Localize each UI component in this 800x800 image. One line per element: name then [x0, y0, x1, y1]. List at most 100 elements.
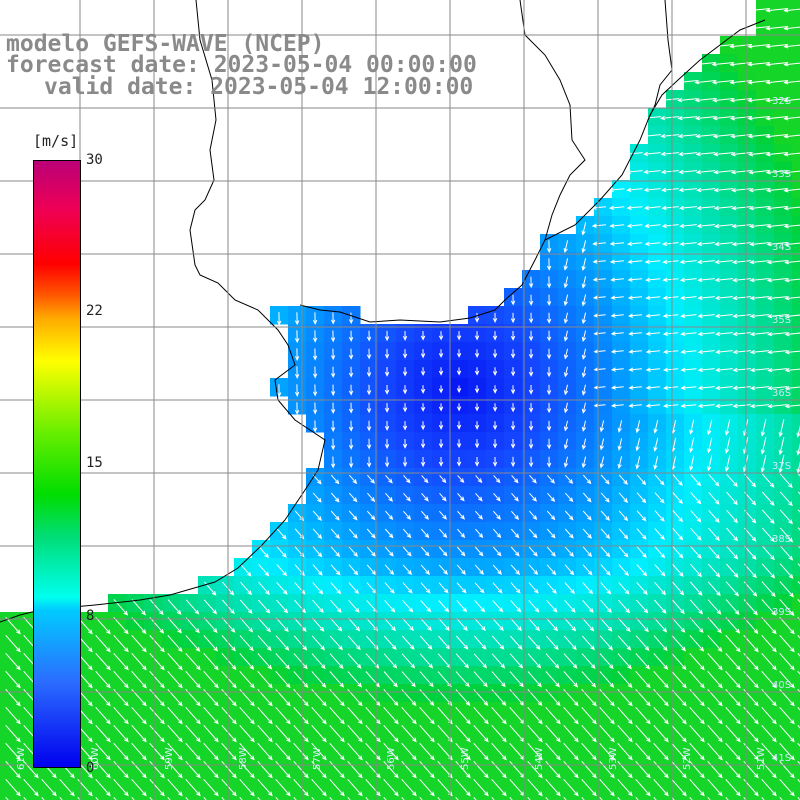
wind-arrow	[563, 258, 569, 271]
wind-arrow	[779, 599, 795, 617]
wind-arrow	[643, 169, 661, 175]
wind-arrow	[715, 403, 733, 409]
wind-arrow	[275, 706, 291, 725]
wind-arrow	[492, 582, 503, 594]
wind-arrow	[618, 564, 629, 577]
wind-arrow	[690, 510, 702, 523]
wind-arrow	[509, 653, 524, 669]
wind-arrow	[59, 778, 75, 797]
wind-arrow	[365, 724, 381, 743]
wind-speed-cell	[486, 792, 505, 800]
wind-arrow	[330, 348, 336, 361]
wind-arrow	[761, 706, 777, 725]
wind-arrow	[113, 778, 129, 797]
wind-arrow	[747, 8, 771, 13]
wind-arrow	[654, 510, 665, 522]
wind-arrow	[41, 778, 57, 797]
wind-speed-cell	[792, 684, 800, 703]
wind-arrow	[439, 510, 447, 520]
wind-speed-cell	[522, 792, 541, 800]
wind-arrow	[707, 742, 723, 761]
wind-arrow	[778, 454, 785, 474]
wind-arrow	[563, 294, 569, 307]
wind-arrow	[311, 653, 326, 670]
wind-arrow	[713, 169, 734, 175]
wind-arrow	[760, 419, 767, 437]
wind-arrow	[275, 760, 291, 779]
wind-arrow	[329, 671, 345, 688]
wind-arrow	[329, 706, 345, 725]
wind-arrow	[563, 366, 569, 378]
wind-arrow	[348, 438, 354, 450]
wind-arrow	[731, 205, 752, 211]
grid-labels: 32S 33S 34S 35S 36S 37S 38S 39S 40S 41S 61W 60W 59W 5…	[16, 96, 791, 770]
wind-arrow	[492, 546, 502, 557]
wind-arrow	[609, 259, 625, 264]
wind-arrow	[529, 474, 537, 484]
wind-arrow	[784, 313, 800, 319]
wind-arrow	[714, 313, 733, 319]
wind-arrow	[403, 492, 411, 502]
longitude-label: 51W	[756, 747, 767, 770]
wind-speed-cell	[378, 792, 397, 800]
wind-speed-cell	[252, 792, 271, 800]
wind-arrow	[438, 564, 448, 575]
wind-arrow	[384, 384, 390, 395]
wind-arrow	[546, 528, 556, 539]
wind-arrow	[766, 241, 788, 247]
wind-arrow	[546, 600, 558, 613]
wind-arrow	[402, 421, 408, 431]
wind-arrow	[383, 671, 398, 688]
wind-arrow	[528, 366, 534, 377]
wind-arrow	[564, 599, 576, 613]
wind-arrow	[420, 528, 430, 539]
wind-arrow	[749, 403, 770, 409]
wind-arrow	[783, 62, 800, 67]
wind-arrow	[185, 724, 201, 743]
wind-arrow	[240, 581, 253, 596]
wind-arrow	[401, 724, 417, 743]
wind-arrow	[366, 330, 372, 342]
wind-arrow	[149, 670, 165, 689]
wind-arrow	[258, 546, 269, 559]
wind-arrow	[636, 564, 648, 577]
wind-arrow	[545, 706, 561, 725]
wind-arrow	[642, 133, 661, 139]
wind-arrow	[528, 438, 534, 450]
wind-arrow	[779, 491, 793, 507]
wind-arrow	[239, 706, 255, 725]
wind-arrow	[581, 294, 587, 307]
wind-arrow	[330, 492, 340, 503]
wind-arrow	[221, 778, 237, 797]
wind-arrow	[492, 528, 502, 539]
wind-arrow	[696, 241, 715, 247]
wind-arrow	[593, 403, 606, 408]
wind-arrow	[510, 564, 521, 575]
wind-speed-cell	[414, 792, 433, 800]
wind-arrow	[329, 635, 343, 651]
wind-arrow	[546, 294, 552, 307]
wind-arrow	[725, 652, 741, 671]
wind-arrow	[276, 581, 288, 595]
wind-arrow	[312, 617, 325, 632]
wind-arrow	[680, 295, 697, 301]
wind-arrow	[635, 420, 641, 434]
wind-arrow	[456, 582, 467, 594]
wind-arrow	[348, 384, 354, 396]
wind-speed-cell	[774, 792, 793, 800]
wind-speed-cell	[504, 792, 523, 800]
wind-arrow	[384, 528, 394, 539]
wind-arrow	[257, 760, 273, 779]
wind-arrow	[420, 582, 431, 594]
wind-arrow	[747, 134, 770, 139]
wind-arrow	[610, 313, 624, 318]
wind-arrow	[546, 438, 552, 450]
wind-arrow	[511, 475, 519, 484]
wind-arrow	[474, 617, 486, 632]
wind-arrow	[617, 420, 623, 433]
wind-arrow	[761, 563, 776, 579]
wind-arrow	[628, 385, 642, 390]
colorbar-tick: 0	[86, 760, 95, 776]
wind-arrow	[636, 510, 647, 522]
wind-arrow	[438, 331, 444, 341]
